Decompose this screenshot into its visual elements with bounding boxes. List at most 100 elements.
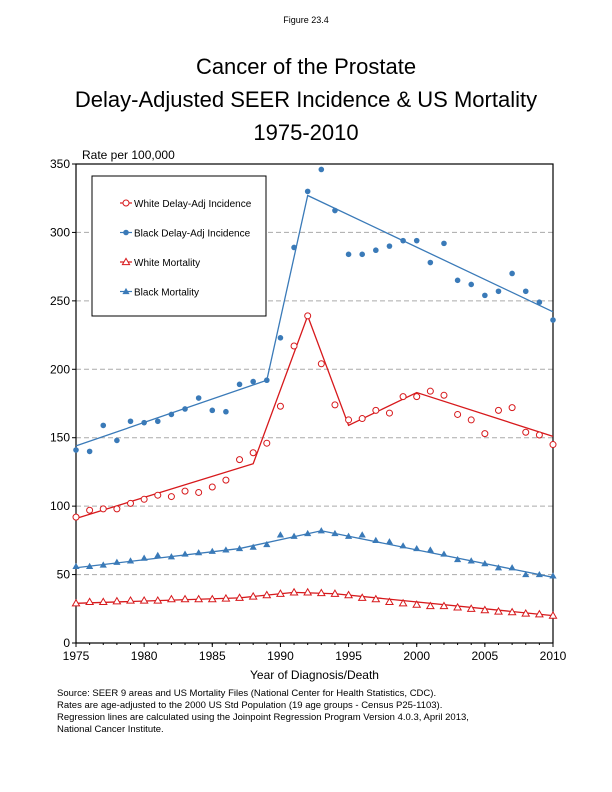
white-delay-adj-incidence-point: [522, 428, 530, 436]
x-tick-label: 1980: [131, 649, 158, 663]
white-delay-adj-incidence-point: [467, 416, 475, 424]
white-delay-adj-incidence-regression-line: [75, 314, 554, 520]
white-mortality-point: [248, 591, 258, 600]
black-delay-adj-incidence-point: [223, 408, 229, 415]
black-mortality-point: [399, 542, 407, 549]
x-tick-label: 2005: [472, 649, 499, 663]
white-delay-adj-incidence-point: [549, 441, 557, 449]
white-delay-adj-incidence-point: [358, 415, 366, 423]
white-delay-adj-incidence-point: [494, 406, 502, 414]
black-mortality-point: [249, 543, 257, 550]
y-tick-label: 150: [50, 431, 70, 445]
black-mortality-regression-line: [75, 530, 554, 578]
black-mortality-point: [290, 532, 298, 539]
white-mortality-point: [98, 597, 108, 606]
white-mortality-point: [357, 593, 367, 601]
white-mortality-point: [439, 601, 449, 610]
black-mortality-point: [522, 570, 530, 578]
white-mortality-point: [466, 604, 476, 612]
black-delay-adj-incidence-point: [482, 292, 488, 299]
white-delay-adj-incidence-point: [426, 387, 434, 395]
white-mortality-point: [275, 589, 285, 597]
x-tick-label: 1985: [199, 649, 226, 663]
white-mortality-point: [521, 608, 531, 617]
x-axis-label: Year of Diagnosis/Death: [250, 668, 379, 682]
white-mortality-point: [494, 606, 503, 615]
white-delay-adj-incidence-point: [535, 431, 543, 439]
legend-box: [91, 175, 267, 317]
white-mortality-point: [344, 590, 354, 599]
title-line: Cancer of the Prostate: [195, 54, 417, 79]
x-tick-label: 2000: [403, 649, 430, 663]
y-tick-label: 300: [50, 225, 70, 239]
black-mortality-point: [167, 553, 175, 560]
black-mortality-point: [494, 564, 503, 571]
white-delay-adj-incidence-point: [440, 391, 448, 399]
legend-marker-black-mortality: [122, 287, 130, 295]
white-mortality-point: [384, 597, 394, 606]
black-delay-adj-incidence-point: [291, 244, 297, 251]
white-delay-adj-incidence-point: [249, 449, 257, 457]
white-mortality-point: [303, 587, 313, 596]
y-tick-label: 350: [50, 157, 70, 171]
x-tick-label: 2010: [540, 649, 567, 663]
white-mortality-point: [507, 607, 517, 616]
black-delay-adj-incidence-point: [427, 259, 434, 266]
black-delay-adj-incidence-point: [332, 207, 338, 214]
black-mortality-point: [222, 546, 230, 553]
white-delay-adj-incidence-point: [454, 410, 462, 418]
white-mortality-point: [85, 597, 95, 606]
black-delay-adj-incidence-point: [509, 270, 515, 277]
white-mortality-point: [316, 588, 326, 597]
black-mortality-point: [413, 544, 421, 552]
white-mortality-point: [207, 594, 217, 603]
white-mortality-point: [412, 600, 422, 608]
white-delay-adj-incidence-point: [263, 439, 271, 447]
white-delay-adj-incidence-point: [86, 506, 94, 514]
source-line: Regression lines are calculated using th…: [57, 712, 469, 723]
black-mortality-point: [181, 550, 189, 557]
black-mortality-point: [372, 536, 380, 543]
black-delay-adj-incidence-point: [114, 437, 120, 444]
white-delay-adj-incidence-point: [399, 393, 407, 401]
title-line: 1975-2010: [253, 120, 359, 145]
legend-marker-black-delay-adj-incidence: [123, 229, 129, 236]
black-delay-adj-incidence-point: [373, 247, 379, 254]
white-delay-adj-incidence-point: [222, 476, 230, 484]
black-delay-adj-incidence-point: [100, 422, 107, 429]
white-mortality-point: [126, 595, 135, 604]
black-delay-adj-incidence-point: [73, 447, 79, 453]
black-mortality-point: [263, 540, 271, 548]
white-delay-adj-incidence-point: [181, 487, 189, 495]
black-mortality-point: [481, 560, 489, 567]
black-mortality-point: [304, 529, 312, 537]
legend-label: White Delay-Adj Incidence: [134, 199, 252, 210]
black-delay-adj-incidence-point: [236, 381, 243, 388]
black-mortality-point: [235, 544, 244, 552]
black-delay-adj-incidence-point: [386, 243, 393, 249]
white-mortality-point: [534, 609, 544, 618]
black-mortality-point: [454, 555, 462, 563]
legend-label: White Mortality: [134, 258, 200, 269]
source-note: Source: SEER 9 areas and US Mortality Fi…: [57, 688, 469, 736]
x-tick-label: 1975: [63, 649, 90, 663]
white-mortality-point: [453, 602, 463, 611]
y-tick-label: 200: [50, 362, 70, 376]
black-delay-adj-incidence-point: [277, 335, 284, 341]
white-mortality-point: [166, 594, 176, 603]
white-delay-adj-incidence-point: [317, 360, 325, 368]
black-mortality-point: [126, 557, 135, 564]
white-mortality-point: [289, 587, 299, 596]
black-delay-adj-incidence-point: [441, 240, 447, 247]
black-mortality-point: [508, 564, 516, 571]
plot-frame: [75, 163, 554, 644]
black-mortality-point: [113, 558, 121, 565]
black-delay-adj-incidence-point: [264, 377, 270, 384]
y-tick-label: 250: [50, 294, 70, 308]
black-mortality-point: [154, 551, 162, 559]
black-delay-adj-incidence-point: [127, 418, 134, 425]
source-line: Rates are age-adjusted to the 2000 US St…: [57, 700, 443, 711]
black-delay-adj-incidence-point: [318, 166, 325, 173]
